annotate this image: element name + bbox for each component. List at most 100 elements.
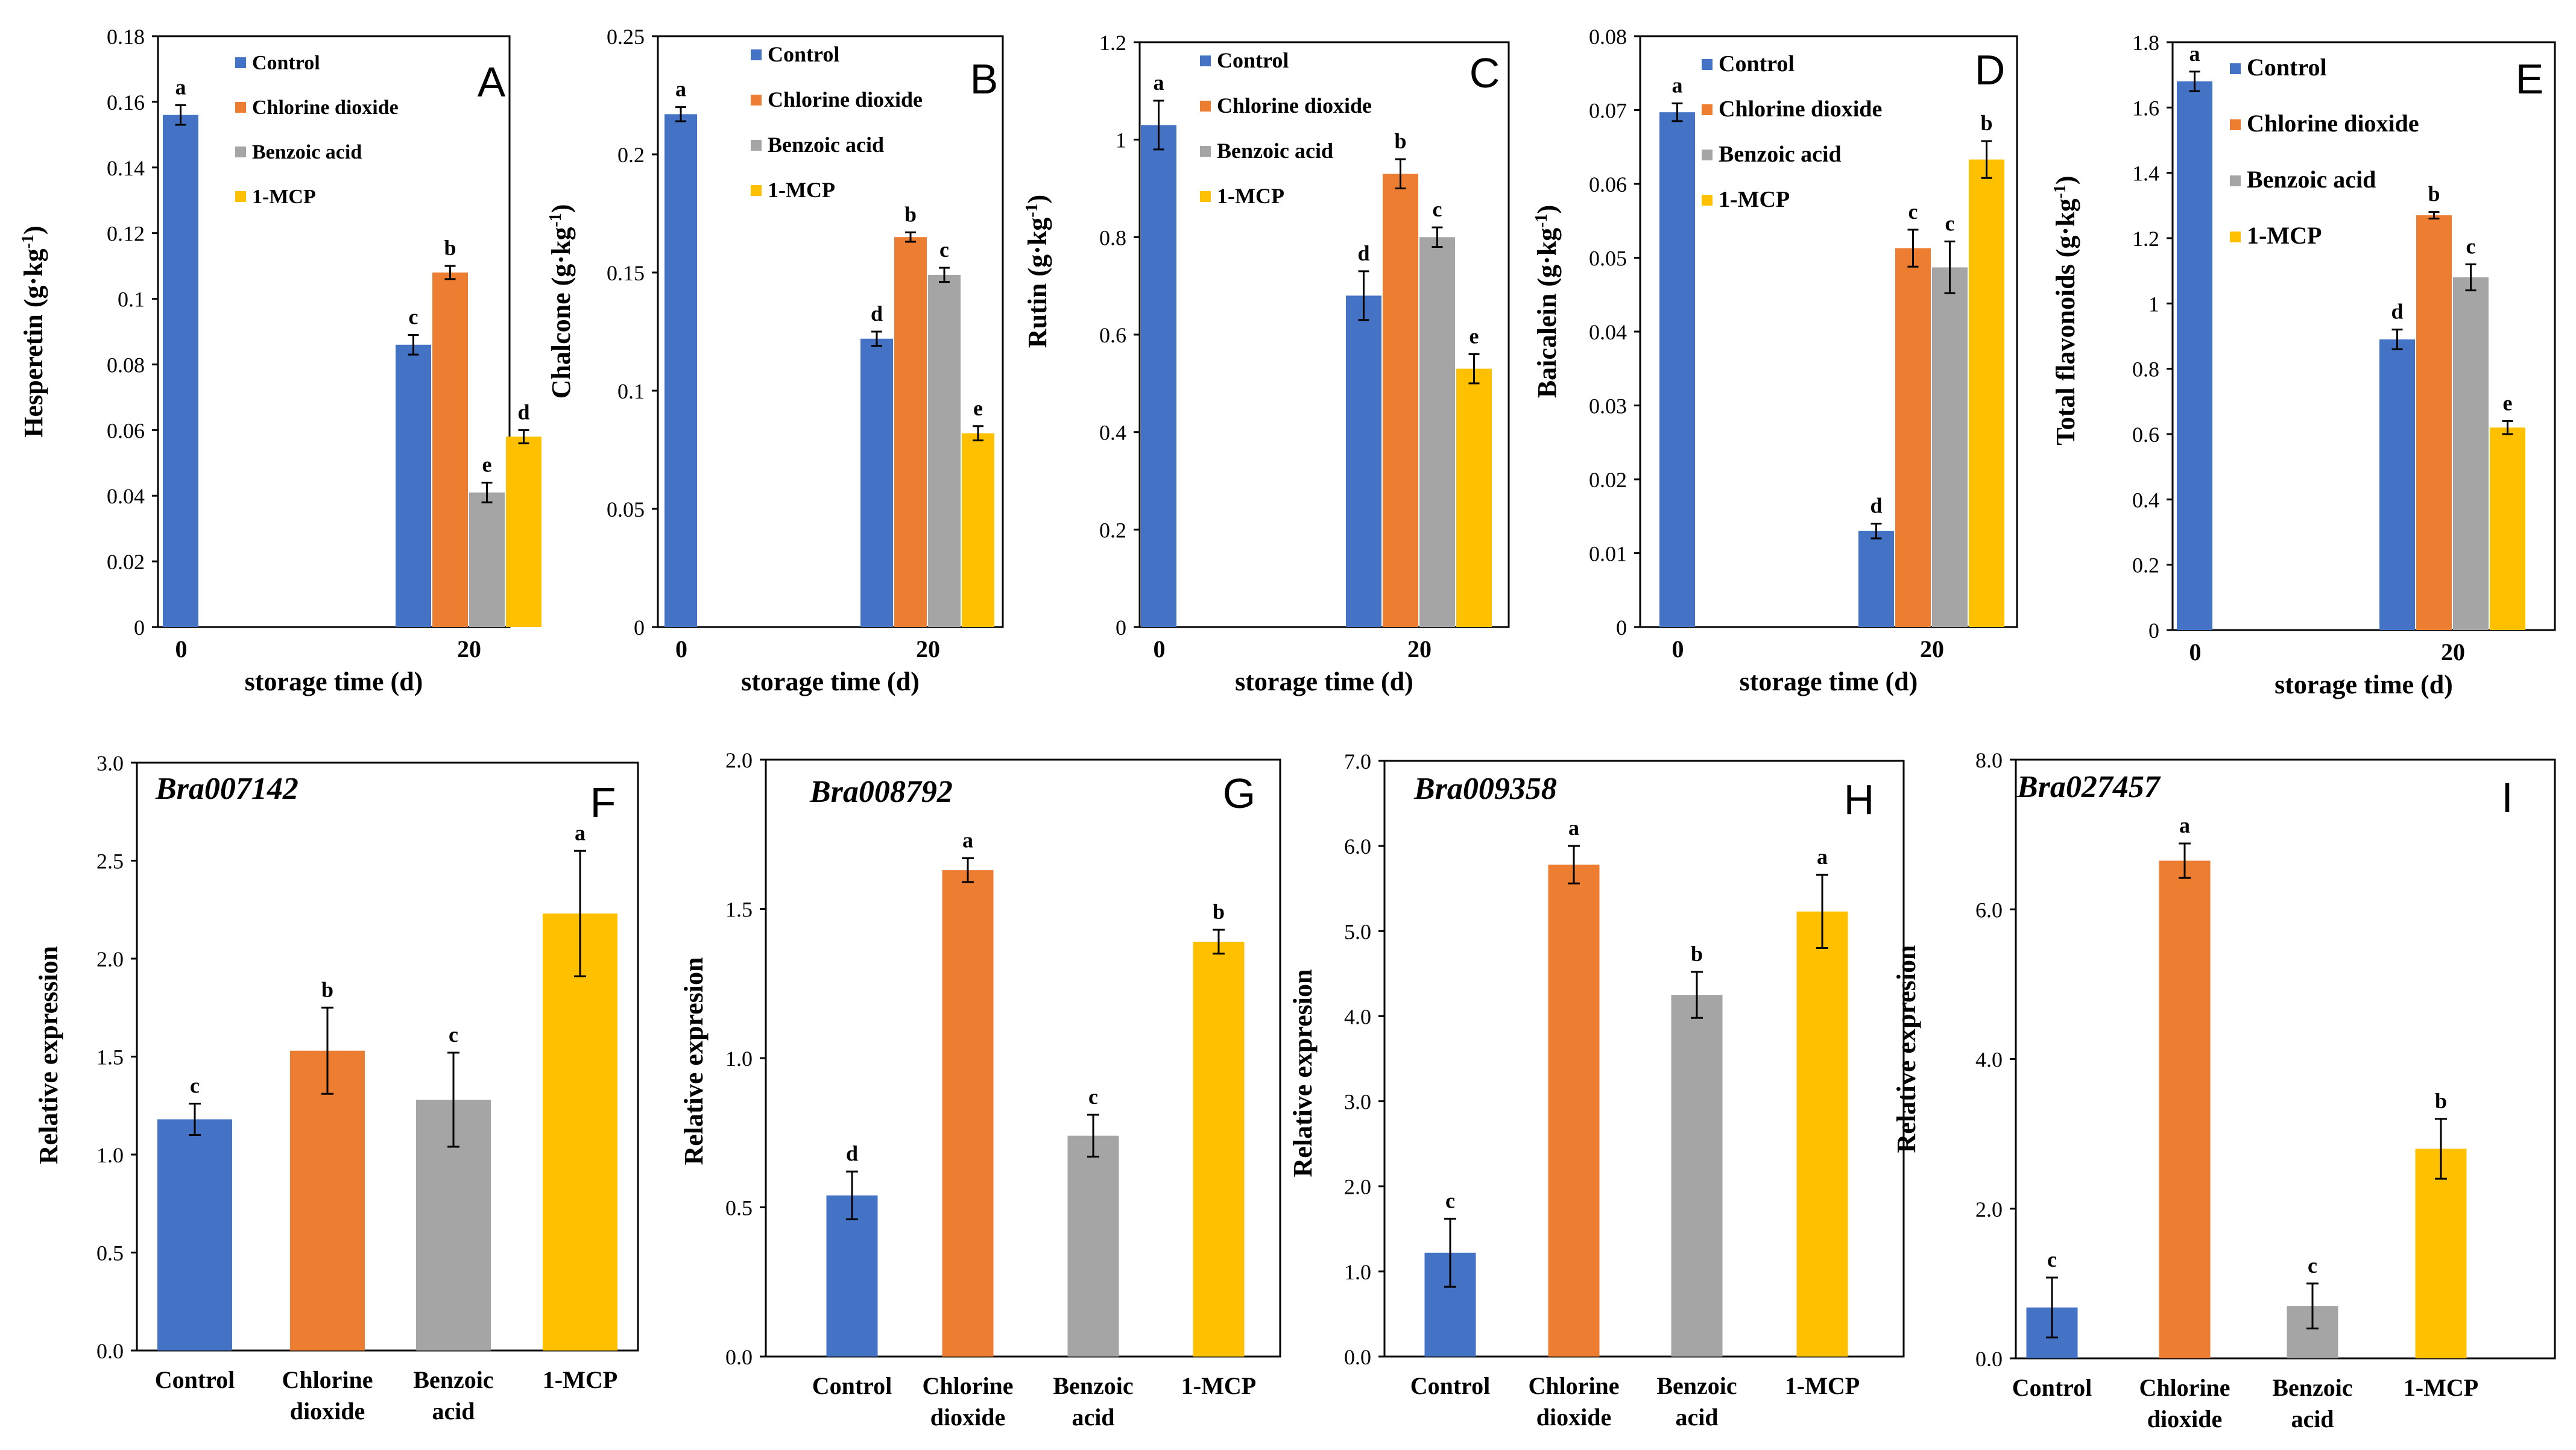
y-tick-label: 1.2	[1099, 31, 1126, 55]
y-tick-label: 1.0	[725, 1047, 753, 1071]
bar	[2159, 860, 2211, 1358]
x-category-label: Chlorine	[1528, 1372, 1619, 1399]
y-tick-label: 0.2	[617, 143, 645, 167]
y-tick-label: 1	[1116, 128, 1126, 153]
significance-label: c	[1908, 200, 1918, 224]
bar	[1671, 995, 1723, 1357]
significance-label: c	[190, 1074, 200, 1098]
bar	[2415, 1149, 2467, 1358]
panel-letter: I	[2501, 774, 2513, 821]
bar	[1858, 531, 1894, 627]
plot-frame	[2171, 41, 2556, 631]
x-category-label: Chlorine	[922, 1372, 1013, 1399]
bar	[860, 338, 893, 627]
y-tick-label: 2.0	[725, 748, 753, 772]
x-tick-label: 20	[916, 635, 940, 663]
significance-label: b	[321, 977, 333, 1001]
y-tick-label: 0.02	[1589, 468, 1627, 492]
y-tick-label: 0.18	[107, 25, 145, 49]
legend-label: Benzoic acid	[1719, 142, 1842, 167]
x-category-label: Control	[1410, 1372, 1491, 1399]
legend-swatch	[2230, 119, 2241, 130]
x-tick-label: 0	[175, 635, 188, 663]
bar	[1932, 267, 1968, 627]
y-tick-label: 0.0	[1344, 1345, 1371, 1369]
legend-label: Chlorine dioxide	[2247, 110, 2419, 137]
significance-label: a	[1817, 845, 1828, 869]
significance-label: d	[517, 400, 529, 424]
x-category-label: acid	[2291, 1405, 2334, 1433]
y-tick-label: 0.14	[107, 156, 145, 180]
legend-label: 1-MCP	[2247, 222, 2322, 249]
bar	[163, 115, 198, 627]
bar	[1969, 159, 2004, 627]
y-tick-label: 0.04	[1589, 320, 1627, 344]
plot-frame	[157, 35, 511, 628]
legend-label: Benzoic acid	[252, 141, 362, 163]
x-axis-label: storage time (d)	[245, 667, 423, 696]
legend-swatch	[1200, 101, 1211, 112]
y-axis-label: Rutin (g·kg-1)	[1023, 195, 1053, 348]
plot-frame	[657, 35, 1004, 628]
gene-title: Bra027457	[2016, 770, 2161, 804]
bar	[1796, 911, 1848, 1357]
significance-label: a	[2179, 813, 2190, 837]
bar	[2416, 215, 2452, 630]
legend-label: Benzoic acid	[1217, 139, 1333, 163]
x-tick-label: 0	[1154, 635, 1166, 663]
y-tick-label: 0	[1616, 616, 1627, 640]
significance-label: a	[575, 821, 586, 845]
significance-label: b	[904, 202, 917, 226]
y-tick-label: 7.0	[1344, 749, 1371, 774]
legend-swatch	[1702, 150, 1713, 160]
significance-label: e	[973, 396, 983, 420]
y-axis-label: Relative expresion	[1288, 969, 1318, 1177]
bar	[506, 437, 541, 627]
x-category-label: acid	[1675, 1404, 1718, 1431]
y-tick-label: 0.1	[118, 288, 145, 312]
legend-label: Benzoic acid	[768, 133, 884, 157]
y-tick-label: 0.5	[725, 1196, 753, 1220]
x-category-label: 1-MCP	[1785, 1372, 1860, 1399]
legend-swatch	[2230, 232, 2241, 242]
chart-panel-D: 0 0.01 0.02 0.03 0.04 0.05 0.06 0.07 0.08 0 20stor…	[1532, 25, 2018, 696]
significance-label: a	[962, 828, 973, 852]
x-category-label: acid	[1072, 1404, 1114, 1431]
y-tick-label: 0.2	[1099, 518, 1126, 542]
legend-swatch	[1702, 195, 1713, 206]
x-category-label: dioxide	[2147, 1405, 2222, 1433]
significance-label: c	[1433, 197, 1442, 221]
y-tick-label: 0.1	[617, 379, 645, 403]
significance-label: e	[482, 452, 492, 476]
x-category-label: 1-MCP	[543, 1366, 617, 1393]
panel-letter: A	[478, 58, 506, 106]
y-tick-label: 1.0	[1344, 1260, 1371, 1284]
legend-label: Chlorine dioxide	[768, 87, 923, 112]
y-axis-label: Total flavonoids (g·kg-1)	[2051, 175, 2081, 445]
y-tick-label: 0.0	[96, 1339, 124, 1363]
significance-label: e	[1470, 324, 1479, 348]
bar	[2177, 81, 2212, 630]
significance-label: b	[1980, 111, 1992, 135]
bar	[2490, 427, 2525, 630]
x-category-label: Benzoic	[1656, 1372, 1737, 1399]
y-tick-label: 0.0	[1975, 1347, 2003, 1371]
chart-panel-F: 0.0 0.5 1.0 1.5 2.0 2.5 3.0 Relative expression…	[34, 751, 639, 1425]
x-tick-label: 20	[1407, 635, 1432, 663]
x-category-label: Chlorine	[2139, 1374, 2230, 1401]
significance-label: e	[2503, 391, 2513, 415]
legend-swatch	[751, 140, 762, 151]
y-tick-label: 5.0	[1344, 919, 1371, 944]
x-category-label: dioxide	[1536, 1404, 1611, 1431]
bar	[2379, 339, 2415, 630]
legend-swatch	[2230, 175, 2241, 186]
legend-label: Benzoic acid	[2247, 166, 2376, 193]
legend-swatch	[1200, 146, 1211, 157]
significance-label: a	[1568, 816, 1579, 840]
legend-swatch	[1200, 55, 1211, 66]
bar	[469, 492, 505, 627]
x-tick-label: 20	[457, 635, 481, 663]
significance-label: a	[2189, 42, 2200, 66]
y-tick-label: 0.07	[1589, 99, 1627, 123]
x-category-label: Benzoic	[1053, 1372, 1133, 1399]
